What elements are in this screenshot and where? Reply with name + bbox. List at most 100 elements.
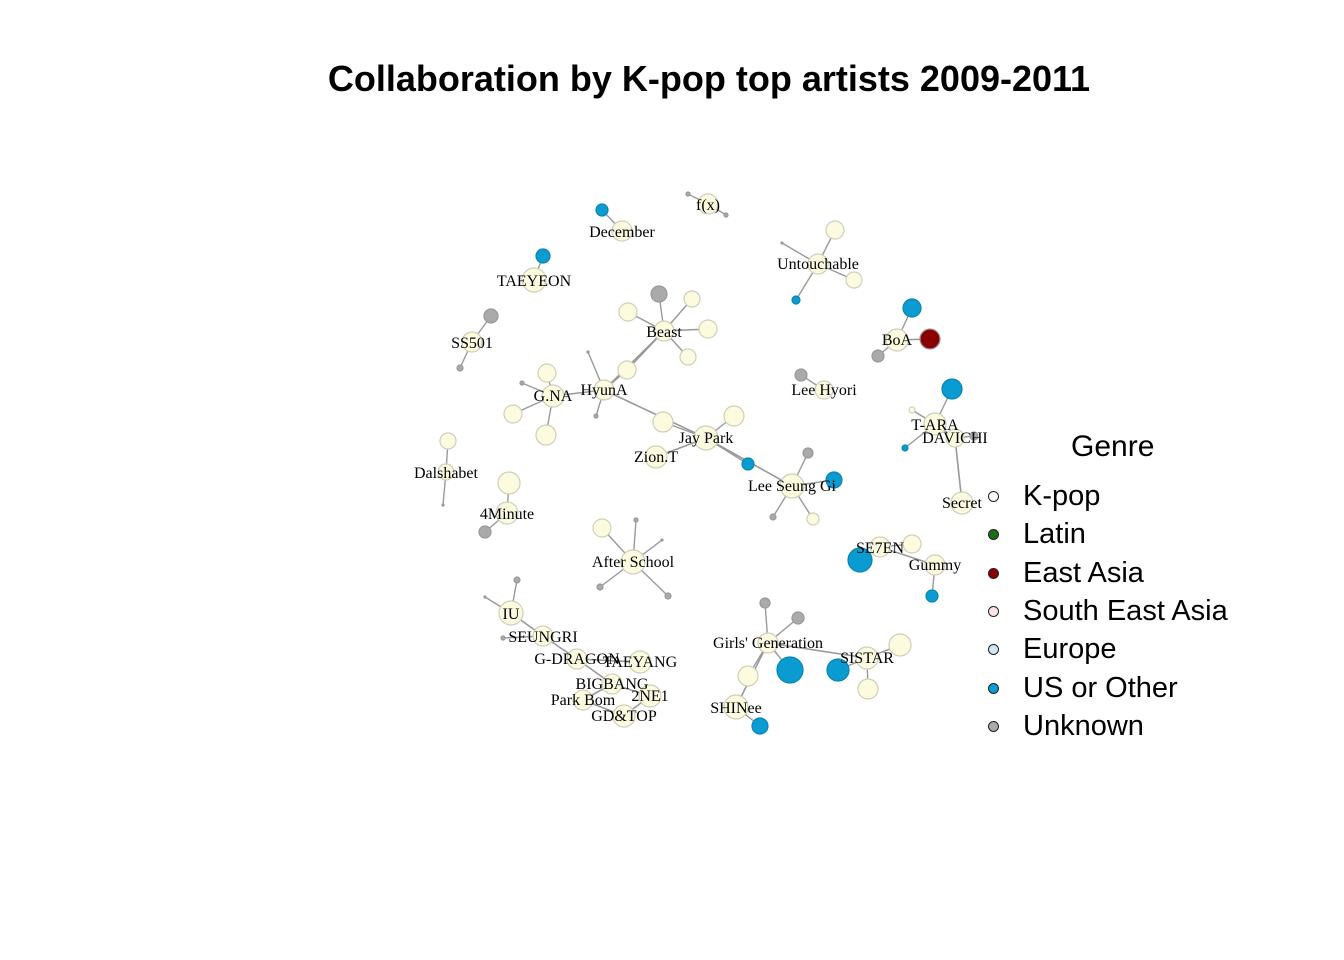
edge <box>767 642 868 659</box>
legend-swatch <box>988 567 999 579</box>
artist-label: TAEYEON <box>497 273 572 290</box>
artist-node <box>592 518 612 538</box>
legend-label: Europe <box>1023 633 1117 666</box>
artist-node <box>845 271 863 289</box>
artist-node <box>660 538 664 542</box>
artist-node <box>885 328 909 352</box>
artist-node <box>483 595 487 599</box>
legend-swatch <box>988 605 999 617</box>
artist-node <box>532 625 554 647</box>
artist-node <box>478 525 492 539</box>
artist-label: SHINee <box>710 700 762 717</box>
artist-node <box>919 328 941 350</box>
artist-node <box>633 517 639 523</box>
artist-node <box>572 689 594 711</box>
artist-node <box>503 404 523 424</box>
artist-label: Lee Seung Gi <box>748 478 837 495</box>
artist-node <box>794 368 808 382</box>
artist-label: Park Bom <box>551 692 616 709</box>
artist-node <box>456 364 464 372</box>
artist-node <box>776 656 804 684</box>
node-layer <box>437 191 979 735</box>
artist-node <box>751 717 769 735</box>
artist-label: Dalshabet <box>414 465 479 482</box>
artist-label: Secret <box>942 495 983 512</box>
artist-label: G-DRAGON <box>534 651 620 668</box>
artist-label: SEUNGRI <box>508 629 577 646</box>
artist-node <box>679 348 697 366</box>
artist-node <box>871 349 885 363</box>
artist-node <box>593 379 615 401</box>
artist-node <box>513 576 521 584</box>
artist-node <box>807 253 829 275</box>
artist-node <box>741 457 755 471</box>
artist-label: BIGBANG <box>576 676 649 693</box>
artist-label: BoA <box>882 332 913 349</box>
chart-title: Collaboration by K-pop top artists 2009-… <box>327 58 1091 99</box>
artist-node <box>697 193 719 215</box>
artist-node <box>806 512 820 526</box>
artist-node <box>652 411 674 433</box>
artist-label: SE7EN <box>856 540 904 557</box>
artist-node <box>664 592 672 600</box>
legend-swatch <box>988 529 999 541</box>
artist-node <box>802 447 814 459</box>
artist-node <box>461 331 483 353</box>
artist-node <box>611 220 633 242</box>
legend-swatch <box>988 720 999 732</box>
artist-node <box>683 290 701 308</box>
legend-swatch <box>988 491 999 502</box>
artist-label: SISTAR <box>840 650 894 667</box>
artist-node <box>791 611 805 625</box>
artist-node <box>521 267 547 293</box>
artist-label: G.NA <box>534 388 573 405</box>
artist-label: December <box>589 224 655 241</box>
artist-node <box>723 694 749 720</box>
artist-label: TAEYANG <box>603 654 678 671</box>
artist-node <box>620 549 646 575</box>
artist-node <box>698 319 718 339</box>
artist-label: Untouchable <box>777 256 859 273</box>
artist-node <box>612 704 636 728</box>
legend-label: East Asia <box>1023 556 1144 589</box>
artist-node <box>825 220 845 240</box>
label-layer: f(x) December Untouchable TAEYEON Beast SS501… <box>414 197 988 725</box>
artist-node <box>924 554 946 576</box>
legend-label: US or Other <box>1023 671 1178 704</box>
artist-label: Jay Park <box>679 430 734 447</box>
artist-node <box>969 431 979 441</box>
artist-node <box>945 428 965 448</box>
artist-label: f(x) <box>696 197 720 214</box>
legend-title: Genre <box>1071 430 1155 463</box>
artist-node <box>644 445 668 469</box>
artist-node <box>791 295 801 305</box>
artist-node <box>941 378 963 400</box>
artist-node <box>901 444 909 452</box>
artist-node <box>617 360 637 380</box>
artist-node <box>857 678 879 700</box>
artist-node <box>685 191 691 197</box>
artist-node <box>653 320 675 342</box>
artist-label: Gummy <box>909 557 961 574</box>
artist-node <box>814 380 834 400</box>
artist-node <box>595 203 609 217</box>
legend-label: K-pop <box>1023 480 1101 512</box>
legend-label: South East Asia <box>1023 594 1228 627</box>
artist-label: T-ARA <box>911 417 959 434</box>
artist-label: DAVICHI <box>922 430 987 447</box>
artist-node <box>498 600 524 626</box>
artist-label: SS501 <box>451 335 493 352</box>
artist-node <box>500 635 506 641</box>
artist-node <box>779 473 805 499</box>
legend-label: Unknown <box>1023 709 1144 742</box>
artist-node <box>618 302 638 322</box>
artist-node <box>869 536 891 558</box>
artist-node <box>757 632 779 654</box>
artist-label: After School <box>592 554 675 571</box>
artist-node <box>825 471 843 489</box>
artist-node <box>628 650 652 674</box>
artist-node <box>759 597 771 609</box>
artist-node <box>596 583 604 591</box>
artist-node <box>441 503 445 507</box>
